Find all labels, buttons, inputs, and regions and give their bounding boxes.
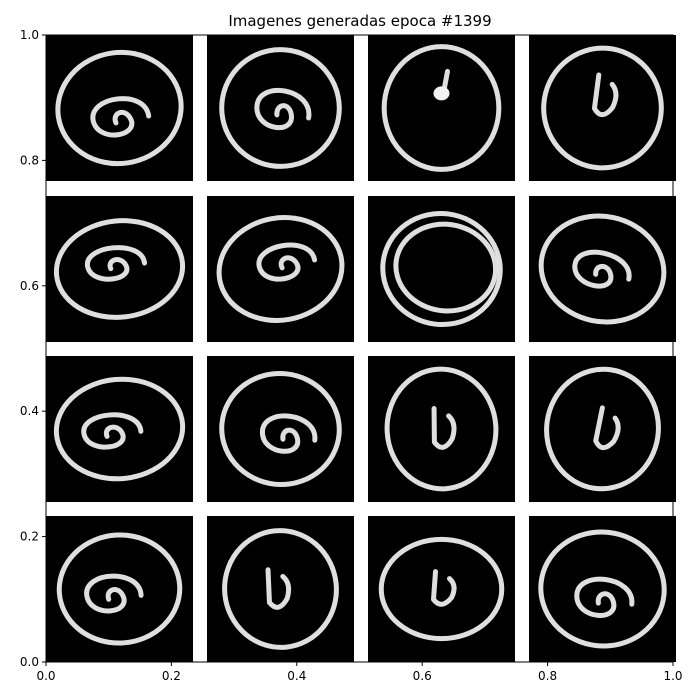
image-background xyxy=(529,196,676,342)
y-tick-label: 0.4 xyxy=(20,404,39,418)
x-tick-label: 0.8 xyxy=(538,669,557,683)
image-strokes xyxy=(538,529,667,649)
inner-stroke xyxy=(259,413,318,454)
y-tick-label: 1.0 xyxy=(20,28,39,42)
inner-stroke xyxy=(254,88,312,130)
generated-image-r2-c4 xyxy=(529,196,676,342)
outer-stroke xyxy=(222,528,339,650)
inner-stroke xyxy=(85,245,148,282)
outer-stroke xyxy=(378,536,505,642)
inner-stroke xyxy=(574,576,635,618)
y-tick-label: 0.2 xyxy=(20,530,39,544)
inner-stroke xyxy=(572,249,632,289)
generated-image-r3-c4 xyxy=(529,356,676,502)
x-axis-ticks: 0.0 0.2 0.4 0.6 0.8 1.0 xyxy=(36,662,683,683)
outer-stroke xyxy=(219,370,342,488)
generated-image-r4-c4 xyxy=(529,516,676,662)
image-strokes xyxy=(544,366,661,492)
outer-stroke xyxy=(384,366,499,492)
image-strokes xyxy=(53,376,186,482)
outer-stroke xyxy=(380,210,503,328)
inner-stroke xyxy=(393,221,499,314)
x-tick-label: 0.0 xyxy=(36,669,55,683)
x-tick-label: 0.6 xyxy=(413,669,432,683)
outer-stroke xyxy=(55,49,184,167)
outer-stroke xyxy=(541,45,664,171)
image-strokes xyxy=(380,210,503,328)
y-tick-label: 0.6 xyxy=(20,279,39,293)
image-background xyxy=(368,35,515,181)
y-tick-label: 0.0 xyxy=(20,655,39,669)
image-background xyxy=(207,516,354,662)
generated-image-r1-c2 xyxy=(207,35,354,181)
generated-image-r4-c1 xyxy=(46,516,193,662)
inner-dot xyxy=(433,86,450,101)
image-background xyxy=(529,35,676,181)
image-background xyxy=(46,196,193,342)
image-strokes xyxy=(55,49,184,167)
generated-image-r2-c3 xyxy=(368,196,515,342)
x-tick-label: 0.2 xyxy=(162,669,181,683)
image-strokes xyxy=(222,528,339,650)
image-strokes xyxy=(381,44,502,172)
image-strokes xyxy=(378,536,505,642)
outer-stroke xyxy=(538,529,667,649)
chart-title: Imagenes generadas epoca #1399 xyxy=(228,12,491,30)
generated-image-r3-c1 xyxy=(46,356,193,502)
inner-stroke xyxy=(431,406,457,450)
outer-stroke xyxy=(53,376,186,482)
generated-image-r1-c3 xyxy=(368,35,515,181)
image-background xyxy=(529,356,676,502)
image-background xyxy=(368,196,515,342)
image-strokes xyxy=(56,532,183,646)
generated-image-r3-c2 xyxy=(207,356,354,502)
image-strokes xyxy=(538,213,667,325)
image-background xyxy=(207,356,354,502)
inner-stroke xyxy=(84,573,144,614)
inner-stroke xyxy=(81,412,144,450)
image-background xyxy=(46,35,193,181)
inner-stroke xyxy=(256,242,318,282)
image-strokes xyxy=(541,45,664,171)
outer-stroke xyxy=(219,47,342,169)
generated-image-r4-c3 xyxy=(368,516,515,662)
y-axis-ticks: 0.0 0.2 0.4 0.6 0.8 1.0 xyxy=(20,28,46,669)
image-strokes xyxy=(53,218,186,320)
image-strokes xyxy=(219,370,342,488)
image-strokes xyxy=(384,366,499,492)
generated-image-r4-c2 xyxy=(207,516,354,662)
generated-image-r1-c1 xyxy=(46,35,193,181)
y-tick-label: 0.8 xyxy=(20,153,39,167)
generated-image-r2-c2 xyxy=(207,196,354,342)
x-tick-label: 1.0 xyxy=(663,669,682,683)
inner-stroke xyxy=(593,405,621,451)
generated-image-r1-c4 xyxy=(529,35,676,181)
image-background xyxy=(368,356,515,502)
x-tick-label: 0.4 xyxy=(287,669,306,683)
inner-stroke xyxy=(442,68,450,90)
inner-stroke xyxy=(90,96,152,138)
inner-stroke xyxy=(591,72,619,118)
image-strokes xyxy=(216,215,345,323)
inner-stroke xyxy=(265,567,292,610)
generated-image-r2-c1 xyxy=(46,196,193,342)
generated-image-r3-c3 xyxy=(368,356,515,502)
axes-frame xyxy=(45,34,674,663)
outer-stroke xyxy=(538,213,667,325)
image-strokes xyxy=(219,47,342,169)
outer-stroke xyxy=(216,215,345,323)
inner-stroke xyxy=(431,569,457,607)
outer-stroke xyxy=(53,218,186,320)
image-background xyxy=(529,516,676,662)
outer-stroke xyxy=(56,532,183,646)
outer-stroke xyxy=(381,44,502,172)
image-tiles xyxy=(46,35,676,662)
outer-stroke xyxy=(544,366,661,492)
